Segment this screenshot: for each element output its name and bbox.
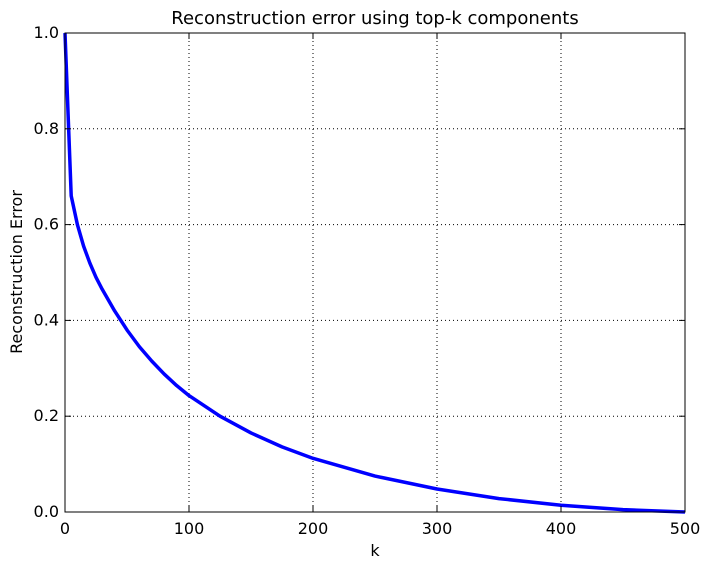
tick-labels: 0 100 200 300 400 500 0.0 0.2 0.4 0.6 0.8 1.0	[34, 23, 701, 538]
y-tick-label: 1.0	[34, 23, 59, 42]
x-tick-label: 300	[422, 519, 453, 538]
x-tick-label: 400	[546, 519, 577, 538]
x-tick-label: 200	[298, 519, 329, 538]
x-tick-label: 500	[670, 519, 701, 538]
y-tick-label: 0.4	[34, 310, 59, 329]
x-tick-label: 100	[174, 519, 205, 538]
y-axis-label: Reconstruction Error	[7, 190, 26, 354]
x-tick-label: 0	[60, 519, 70, 538]
chart-title: Reconstruction error using top-k compone…	[171, 8, 578, 29]
y-tick-label: 0.2	[34, 406, 59, 425]
series-layer	[63, 32, 686, 514]
y-tick-label: 0.8	[34, 119, 59, 138]
grid-lines	[64, 32, 686, 513]
x-axis-label: k	[370, 541, 380, 560]
y-tick-label: 0.6	[34, 215, 59, 234]
plot-frame	[64, 32, 686, 513]
y-tick-label: 0.0	[34, 502, 59, 521]
series-line-0	[63, 32, 686, 514]
tick-marks	[64, 32, 686, 513]
